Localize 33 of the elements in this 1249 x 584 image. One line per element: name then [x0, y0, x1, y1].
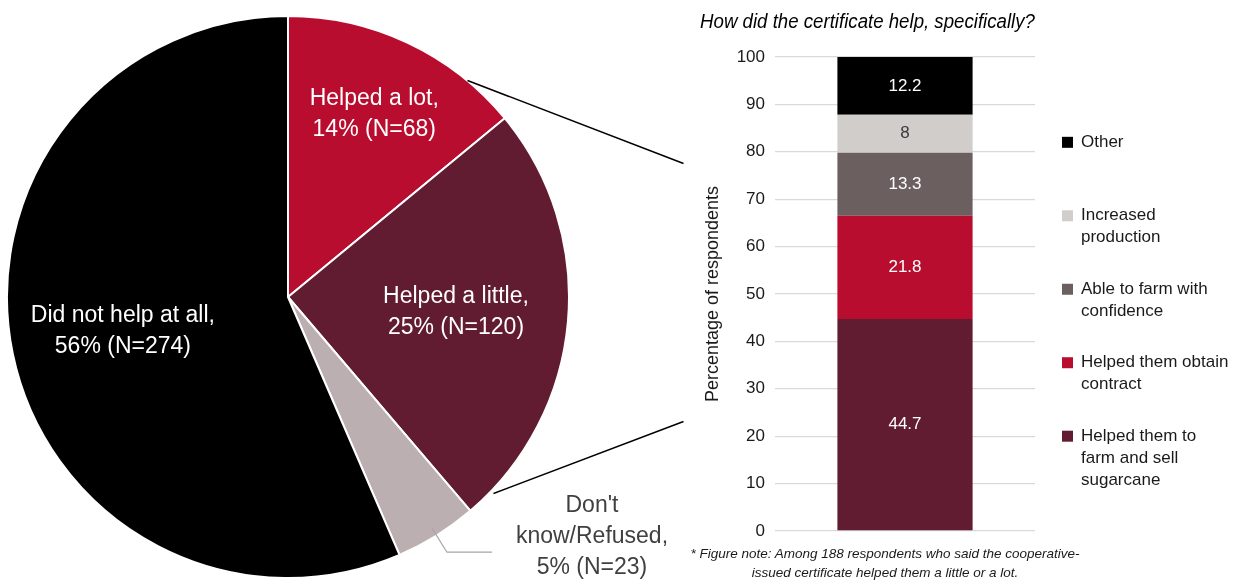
slice-label: Don't know/Refused, 5% (N=23)	[515, 490, 669, 579]
legend-label: Able to farm with confidence	[1081, 278, 1208, 320]
legend-label: Increased production	[1081, 205, 1161, 247]
slice-label: Did not help at all, 56% (N=274)	[30, 301, 215, 359]
legend-label: Helped them obtain contract	[1081, 352, 1229, 394]
y-tick-label: 100	[736, 46, 765, 66]
y-tick-label: 60	[746, 236, 765, 256]
data-label: 13.3	[888, 173, 922, 193]
y-tick-label: 80	[746, 141, 765, 161]
y-tick-label: 0	[755, 520, 765, 540]
bar	[837, 215, 973, 320]
y-tick-label: 40	[746, 331, 765, 351]
data-label: 12.2	[888, 75, 922, 95]
y-tick-label: 70	[746, 188, 765, 208]
bar	[837, 152, 973, 216]
slice-label: Helped a little, 25% (N=120)	[383, 281, 529, 339]
bar	[837, 114, 973, 153]
y-tick-label: 10	[746, 473, 765, 493]
legend-label: Other	[1081, 132, 1124, 152]
data-label: 44.7	[888, 414, 922, 434]
text: * Figure note: Among 188 respondents who said the cooperative-issued certificate helped them a little or a lot.	[690, 545, 1080, 580]
y-tick-label: 30	[746, 378, 765, 398]
slice-label: Helped a lot, 14% (N=68)	[309, 83, 439, 141]
legend-label: Helped them to farm and sell sugarcane	[1081, 425, 1197, 489]
y-tick-label: 50	[746, 283, 765, 303]
data-label: 8	[900, 123, 910, 143]
data-label: 21.8	[888, 257, 922, 277]
chart-title: How did the certificate help, specifically?	[700, 8, 1036, 32]
bar	[837, 57, 973, 115]
bar	[837, 319, 973, 531]
y-tick-label: 90	[746, 94, 765, 114]
y-axis-title: Percentage of respondents	[701, 185, 722, 403]
y-tick-label: 20	[746, 425, 765, 445]
